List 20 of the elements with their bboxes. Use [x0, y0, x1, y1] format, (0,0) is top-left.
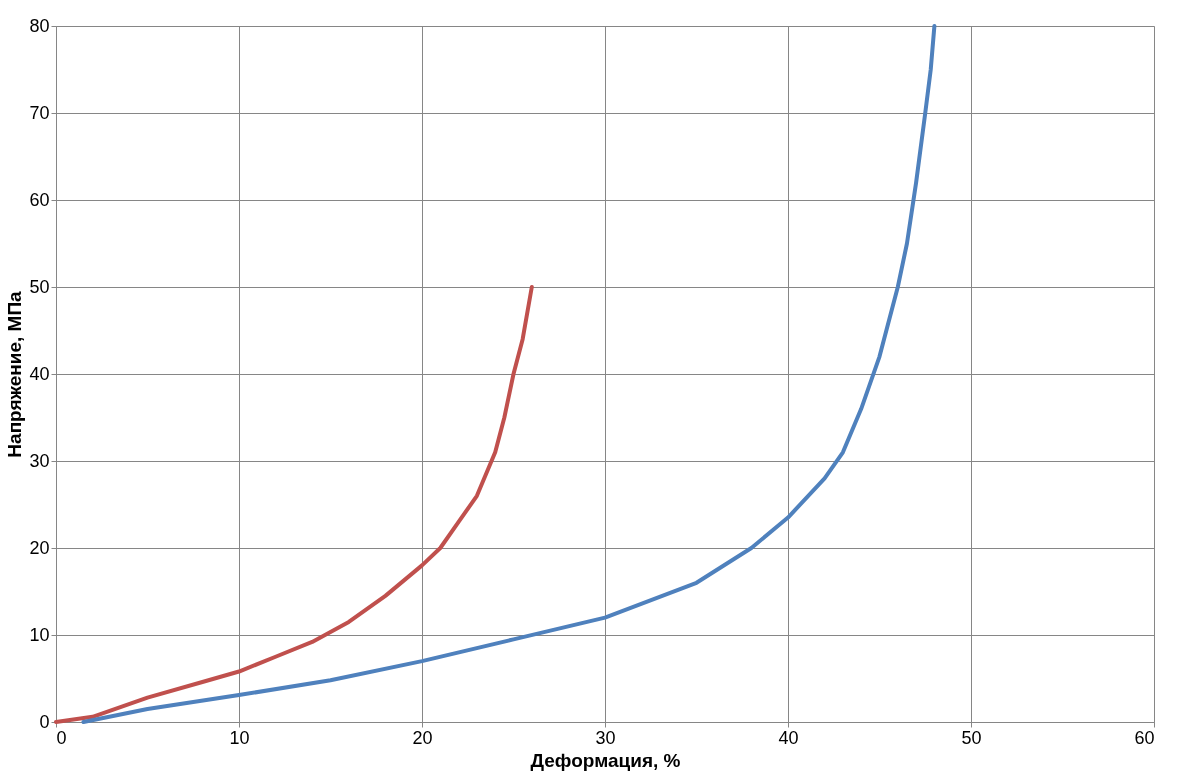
x-tick-label: 40 [778, 727, 799, 748]
line-series [54, 285, 534, 724]
y-tick-label: 20 [29, 537, 50, 558]
y-tick-label: 10 [29, 624, 50, 645]
y-axis-title: Напряжение, МПа [4, 290, 26, 458]
x-tick-label: 10 [229, 727, 250, 748]
line-series [81, 24, 937, 724]
x-tick-label: 50 [961, 727, 982, 748]
x-tick-label: 60 [1134, 727, 1155, 748]
y-tick-label: 80 [29, 15, 50, 36]
y-tick-label: 60 [29, 189, 50, 210]
y-tick-label: 50 [29, 276, 50, 297]
x-tick-label: 20 [412, 727, 433, 748]
x-axis-title: Деформация, % [530, 749, 681, 771]
y-tick-label: 40 [29, 363, 50, 384]
y-tick-label: 0 [39, 711, 50, 732]
y-tick-label: 30 [29, 450, 50, 471]
x-tick-label: 30 [595, 727, 616, 748]
x-tick-label: 0 [56, 727, 67, 748]
y-tick-label: 70 [29, 102, 50, 123]
